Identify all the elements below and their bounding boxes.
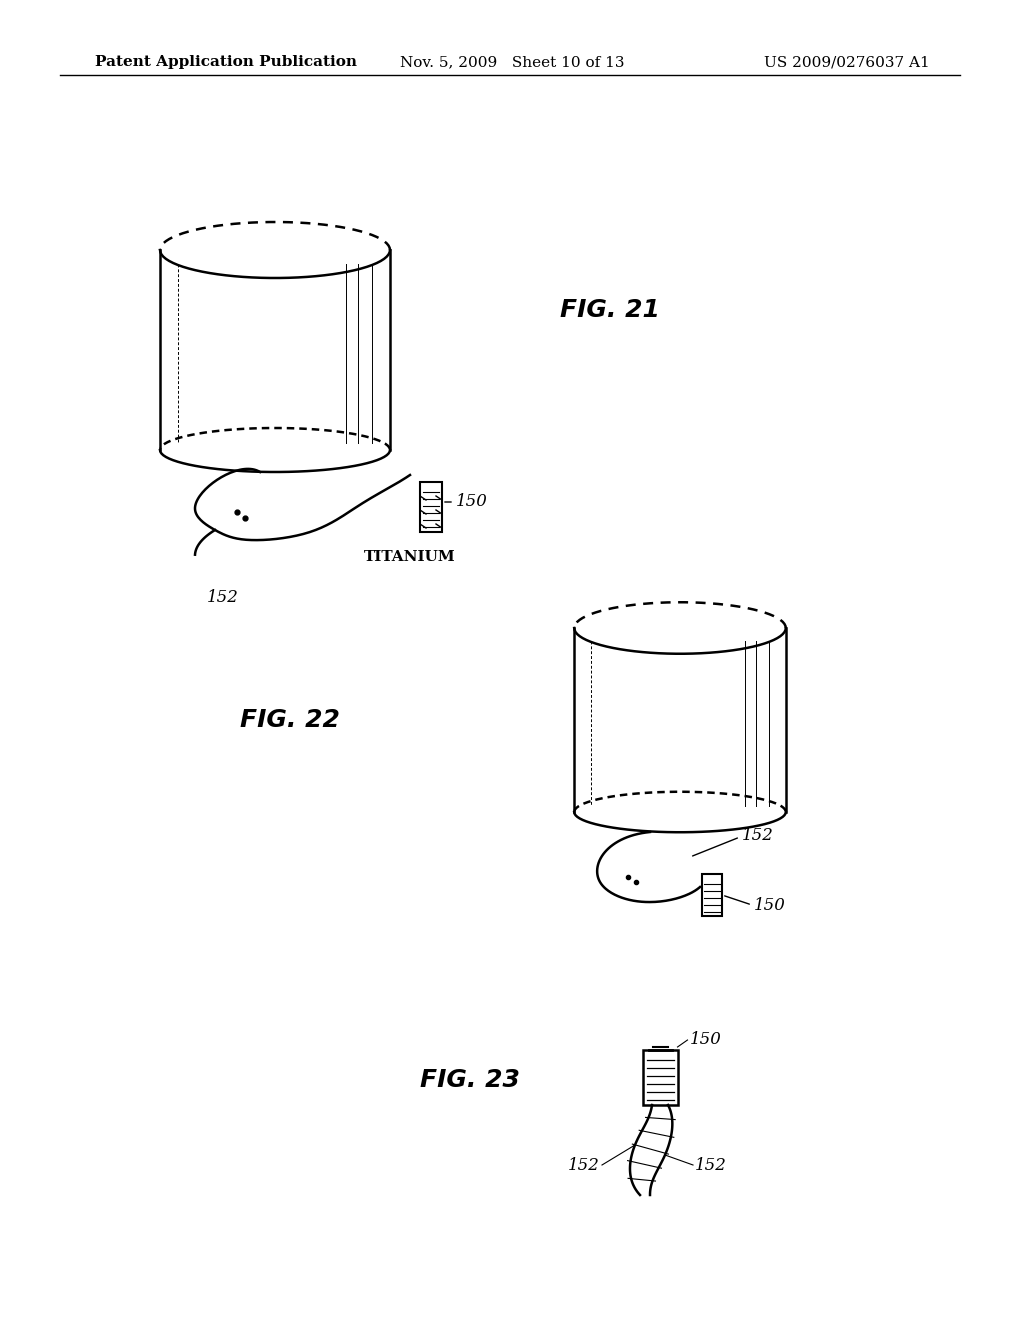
Text: Patent Application Publication: Patent Application Publication xyxy=(95,55,357,69)
Text: 152: 152 xyxy=(568,1156,600,1173)
Bar xyxy=(642,1049,678,1105)
Text: 152: 152 xyxy=(742,826,774,843)
Text: FIG. 22: FIG. 22 xyxy=(240,708,340,733)
Text: 150: 150 xyxy=(754,896,785,913)
Text: 152: 152 xyxy=(207,590,239,606)
Text: Nov. 5, 2009   Sheet 10 of 13: Nov. 5, 2009 Sheet 10 of 13 xyxy=(399,55,625,69)
Bar xyxy=(420,482,442,532)
Text: 150: 150 xyxy=(689,1031,721,1048)
Text: FIG. 23: FIG. 23 xyxy=(420,1068,520,1092)
Text: 150: 150 xyxy=(456,494,487,511)
Text: US 2009/0276037 A1: US 2009/0276037 A1 xyxy=(764,55,930,69)
Text: TITANIUM: TITANIUM xyxy=(365,550,456,564)
Bar xyxy=(702,874,722,916)
Text: FIG. 21: FIG. 21 xyxy=(560,298,659,322)
Text: 152: 152 xyxy=(695,1156,727,1173)
